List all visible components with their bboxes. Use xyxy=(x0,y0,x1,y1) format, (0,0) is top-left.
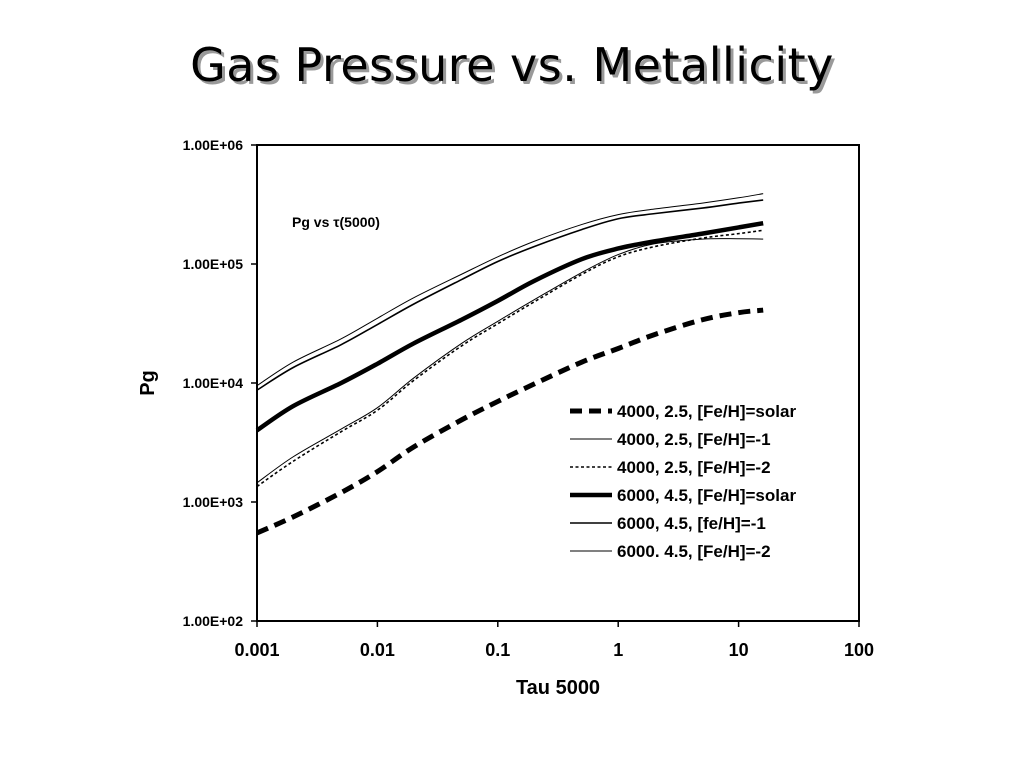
y-tick-label: 1.00E+06 xyxy=(183,137,244,153)
x-axis-title: Tau 5000 xyxy=(516,677,600,699)
series-line-5 xyxy=(256,199,764,391)
x-tick-label: 1 xyxy=(613,640,623,660)
series-line-4 xyxy=(255,221,764,433)
chart-annotation: Pg vs τ(5000) xyxy=(292,214,380,230)
y-tick-label: 1.00E+04 xyxy=(183,375,244,391)
legend-label-3: 4000, 2.5, [Fe/H]=-2 xyxy=(617,458,771,477)
y-axis-title: Pg xyxy=(137,370,159,396)
legend-label-2: 4000, 2.5, [Fe/H]=-1 xyxy=(617,430,771,449)
series-line-1 xyxy=(255,307,764,536)
x-tick-label: 0.001 xyxy=(234,640,279,660)
legend-label-5: 6000, 4.5, [fe/H]=-1 xyxy=(617,514,766,533)
x-tick-label: 100 xyxy=(844,640,874,660)
series-line-6 xyxy=(256,193,764,387)
legend-label-6: 6000. 4.5, [Fe/H]=-2 xyxy=(617,542,771,561)
slide-title: Gas Pressure vs. Metallicity xyxy=(190,38,834,92)
legend-label-4: 6000, 4.5, [Fe/H]=solar xyxy=(617,486,796,505)
y-tick-label: 1.00E+05 xyxy=(183,256,244,272)
x-tick-label: 10 xyxy=(729,640,749,660)
series-line-2 xyxy=(256,238,764,484)
y-tick-label: 1.00E+03 xyxy=(183,494,244,510)
x-tick-label: 0.1 xyxy=(485,640,510,660)
x-tick-label: 0.01 xyxy=(360,640,395,660)
legend-label-1: 4000, 2.5, [Fe/H]=solar xyxy=(617,402,796,421)
y-tick-label: 1.00E+02 xyxy=(183,613,244,629)
